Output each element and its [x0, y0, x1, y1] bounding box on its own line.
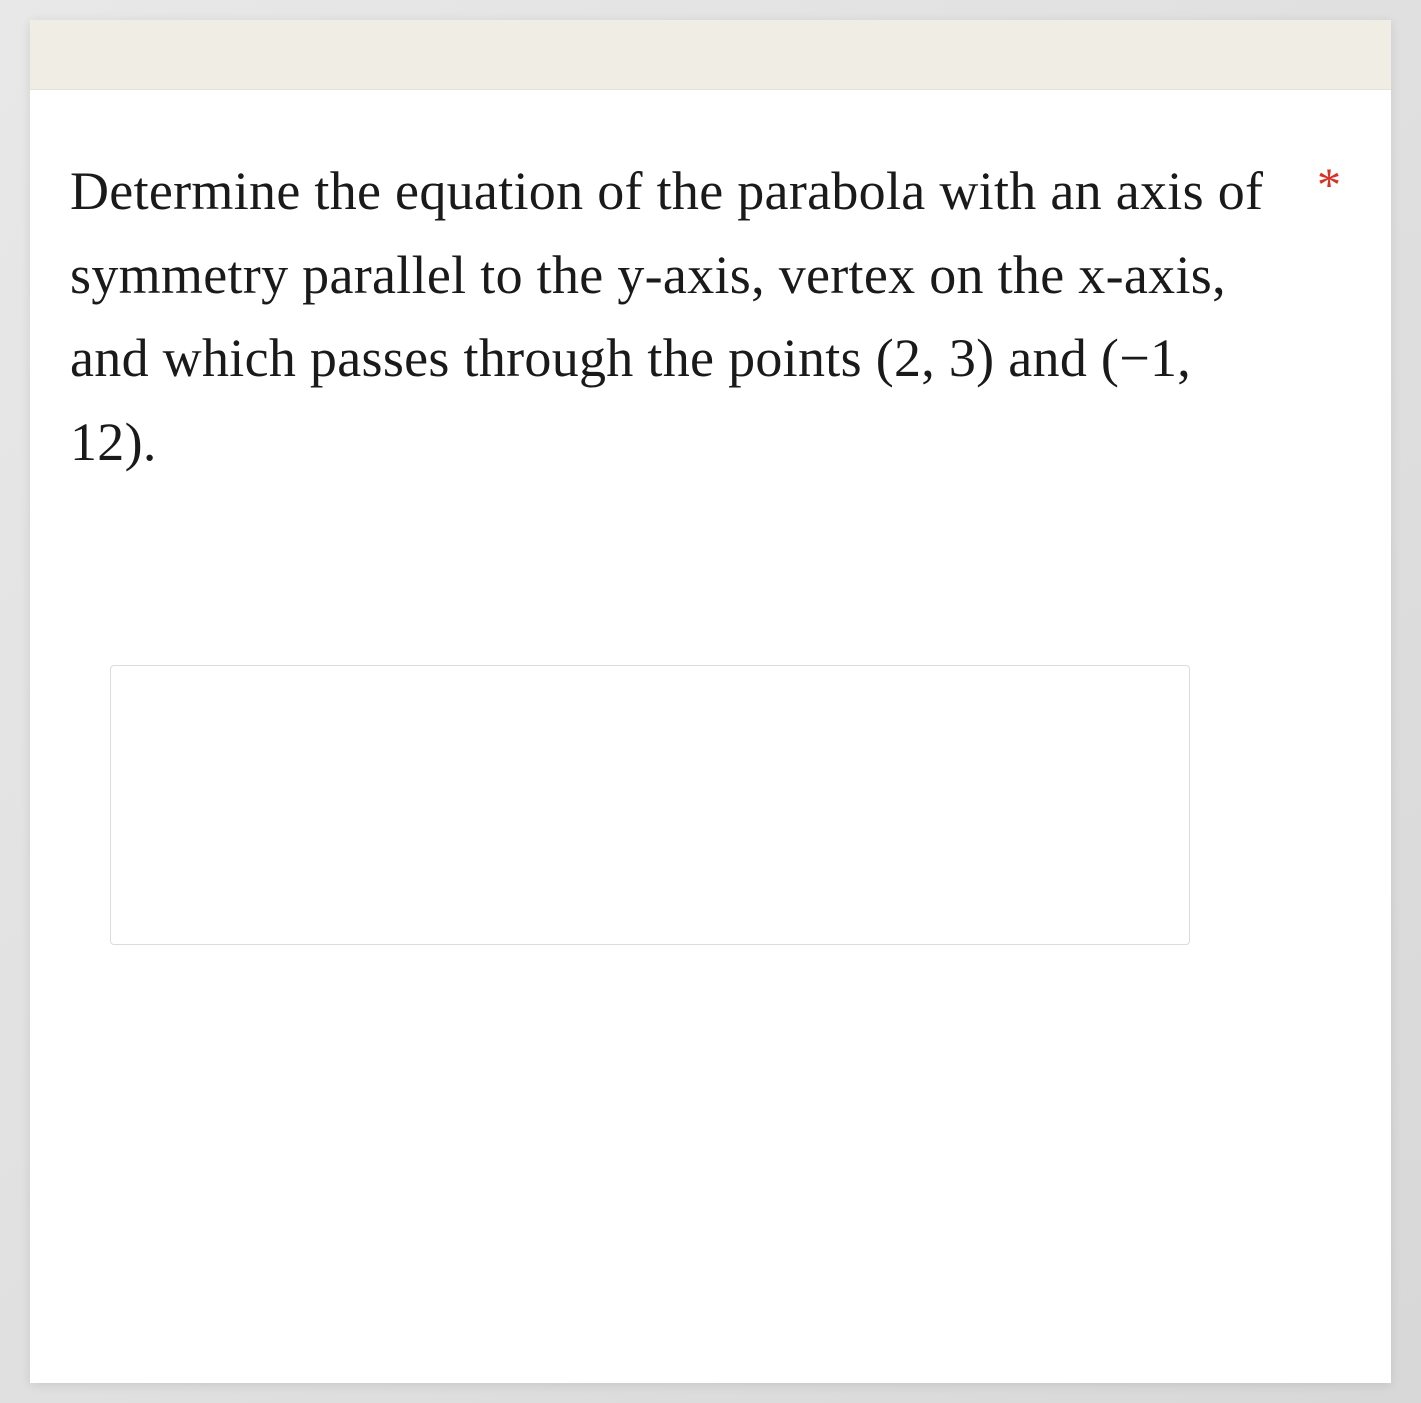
answer-input-box[interactable] [110, 665, 1190, 945]
question-row: Determine the equation of the parabola w… [70, 150, 1341, 485]
page-container: Determine the equation of the parabola w… [30, 20, 1391, 1383]
content-area: Determine the equation of the parabola w… [30, 90, 1391, 995]
question-text: Determine the equation of the parabola w… [70, 150, 1277, 485]
top-bar [30, 20, 1391, 90]
required-asterisk: * [1317, 158, 1341, 213]
